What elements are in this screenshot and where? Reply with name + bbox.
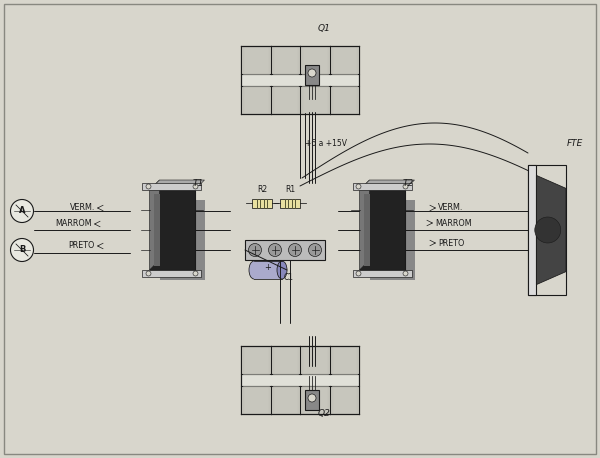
Text: C1: C1 bbox=[284, 273, 294, 282]
Bar bbox=[160, 200, 205, 280]
Polygon shape bbox=[359, 180, 370, 270]
Circle shape bbox=[193, 184, 198, 189]
Circle shape bbox=[11, 200, 34, 223]
Bar bbox=[241, 74, 359, 86]
Circle shape bbox=[535, 217, 561, 243]
Polygon shape bbox=[536, 175, 566, 284]
Circle shape bbox=[308, 394, 316, 402]
Text: Q1: Q1 bbox=[318, 24, 331, 33]
Bar bbox=[528, 165, 536, 295]
Bar bbox=[245, 240, 325, 260]
Text: B: B bbox=[19, 245, 25, 255]
Text: T2: T2 bbox=[403, 179, 413, 188]
Bar bbox=[364, 194, 370, 266]
Text: FTE: FTE bbox=[567, 139, 583, 148]
Text: Q2: Q2 bbox=[318, 409, 331, 418]
Bar bbox=[252, 198, 272, 207]
Bar bbox=[142, 270, 202, 277]
Circle shape bbox=[403, 271, 408, 276]
Text: MARROM: MARROM bbox=[435, 218, 472, 228]
Bar bbox=[353, 270, 412, 277]
Text: PRETO: PRETO bbox=[68, 241, 95, 251]
Text: +: + bbox=[265, 263, 271, 273]
Text: PRETO: PRETO bbox=[438, 239, 464, 247]
Text: MARROM: MARROM bbox=[55, 219, 92, 229]
Bar bbox=[370, 200, 415, 280]
Bar bbox=[254, 261, 282, 279]
Circle shape bbox=[356, 271, 361, 276]
Circle shape bbox=[193, 271, 198, 276]
Bar bbox=[241, 374, 359, 386]
Bar bbox=[528, 165, 566, 295]
Polygon shape bbox=[359, 180, 415, 190]
Circle shape bbox=[248, 244, 262, 256]
Ellipse shape bbox=[249, 261, 259, 279]
Circle shape bbox=[269, 244, 281, 256]
Polygon shape bbox=[149, 180, 160, 270]
Circle shape bbox=[308, 69, 316, 77]
Circle shape bbox=[356, 184, 361, 189]
Text: VERM.: VERM. bbox=[70, 203, 95, 213]
Text: T1: T1 bbox=[193, 179, 203, 188]
Bar bbox=[280, 198, 300, 207]
Bar bbox=[305, 390, 319, 410]
Text: A: A bbox=[19, 207, 25, 216]
Text: +6 a +15V: +6 a +15V bbox=[305, 139, 347, 148]
Polygon shape bbox=[149, 180, 205, 190]
Bar bbox=[353, 183, 412, 190]
Text: R1: R1 bbox=[285, 185, 295, 194]
Text: R2: R2 bbox=[257, 185, 267, 194]
Circle shape bbox=[403, 184, 408, 189]
Bar bbox=[142, 183, 202, 190]
Circle shape bbox=[146, 184, 151, 189]
Circle shape bbox=[308, 244, 322, 256]
Circle shape bbox=[146, 271, 151, 276]
Circle shape bbox=[289, 244, 302, 256]
Bar bbox=[154, 194, 160, 266]
Bar bbox=[305, 65, 319, 85]
Circle shape bbox=[11, 239, 34, 262]
Bar bbox=[359, 190, 404, 270]
Ellipse shape bbox=[277, 261, 287, 279]
Text: VERM.: VERM. bbox=[438, 203, 463, 213]
Bar bbox=[149, 190, 194, 270]
